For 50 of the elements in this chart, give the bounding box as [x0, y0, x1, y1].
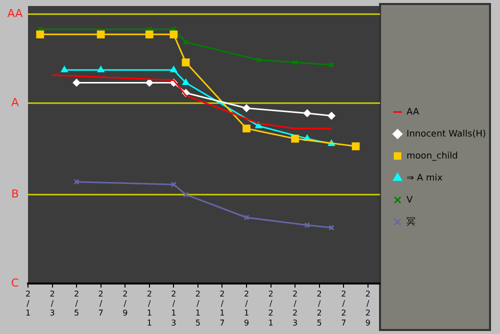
point: [146, 78, 154, 86]
point: [255, 122, 262, 128]
x-tick-label: 2/27: [341, 289, 346, 328]
point: [182, 192, 189, 198]
legend-label: V: [406, 195, 414, 206]
text: C: [11, 276, 20, 290]
point: [256, 56, 262, 63]
x-tick-label: 2/13: [171, 289, 176, 328]
point: [182, 78, 190, 85]
x-tick-label: 2/21: [268, 289, 274, 328]
ref-line-label: B: [11, 187, 19, 200]
x-tick-label: 2/11: [146, 289, 152, 328]
point: [352, 142, 360, 150]
x-tick-label: 2/5: [74, 289, 80, 318]
point: [303, 109, 311, 117]
point: [145, 30, 154, 38]
point: [97, 66, 104, 72]
legend-label: 冥: [406, 216, 416, 228]
point: [244, 214, 250, 220]
point: [242, 124, 250, 132]
point: [170, 182, 177, 188]
point: [304, 222, 310, 228]
x-tick-label: 2/3: [50, 289, 55, 318]
legend-label: Innocent Walls(H): [406, 129, 486, 140]
legend-label: AA: [406, 107, 420, 118]
x-tick-label: 2/7: [98, 289, 104, 318]
ref-line-label: AA: [7, 6, 24, 20]
point: [182, 39, 189, 45]
point: [292, 60, 298, 66]
x-tick-label: 2/17: [220, 289, 225, 328]
x-tick-label: 2/19: [244, 289, 250, 328]
point: [96, 30, 105, 38]
point: [328, 112, 336, 120]
point: [61, 66, 68, 72]
point: [182, 58, 190, 66]
ref-line-label: A: [11, 96, 20, 109]
x-tick-label: 2/9: [122, 289, 128, 318]
point: [242, 104, 250, 112]
point: [170, 30, 178, 38]
x-tick-label: 2/29: [365, 289, 370, 328]
point: [291, 134, 299, 143]
x-tick-label: 2/25: [316, 289, 322, 328]
legend-label: moon_child: [406, 151, 458, 162]
x-tick-label: 2/1: [25, 289, 31, 318]
x-tick-label: 2/23: [292, 289, 298, 328]
x-tick-label: 2/15: [195, 289, 200, 328]
point: [36, 30, 44, 38]
point: [170, 66, 178, 72]
point: [72, 78, 80, 86]
legend-label: ⇒ A mix: [406, 173, 444, 184]
